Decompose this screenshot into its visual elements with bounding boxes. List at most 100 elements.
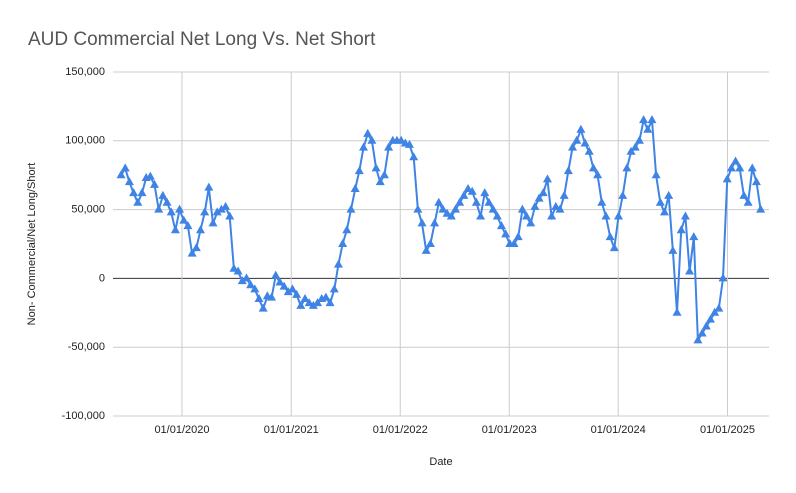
data-point xyxy=(467,186,477,195)
data-point xyxy=(313,298,323,307)
y-tick-label: 0 xyxy=(99,272,105,284)
data-point xyxy=(643,124,653,133)
data-point xyxy=(747,163,757,172)
data-point xyxy=(124,177,134,186)
data-point xyxy=(651,170,661,179)
data-point xyxy=(229,263,239,272)
data-point xyxy=(133,197,143,206)
x-tick-label: 01/01/2021 xyxy=(264,424,319,436)
y-tick-label: 150,000 xyxy=(65,66,105,78)
data-point xyxy=(246,280,256,289)
data-point xyxy=(647,115,657,124)
data-point xyxy=(175,204,185,213)
data-point xyxy=(250,284,260,293)
data-point xyxy=(588,163,598,172)
x-tick-label: 01/01/2020 xyxy=(154,424,209,436)
data-point xyxy=(371,163,381,172)
data-point xyxy=(459,190,469,199)
data-point xyxy=(342,225,352,234)
data-point xyxy=(379,170,389,179)
data-point xyxy=(756,204,766,213)
data-point xyxy=(751,177,761,186)
data-point xyxy=(417,218,427,227)
data-point xyxy=(367,135,377,144)
data-point xyxy=(547,211,557,220)
data-point xyxy=(333,259,343,268)
y-tick-label: -100,000 xyxy=(62,410,105,422)
data-point xyxy=(659,207,669,216)
data-point xyxy=(718,273,728,282)
data-point xyxy=(442,208,452,217)
data-point xyxy=(672,307,682,316)
data-point xyxy=(292,289,302,298)
data-point xyxy=(300,294,310,303)
data-point xyxy=(614,211,624,220)
data-point xyxy=(534,193,544,202)
data-point xyxy=(634,135,644,144)
data-point xyxy=(212,207,222,216)
data-point xyxy=(216,204,226,213)
data-point xyxy=(693,335,703,344)
data-point xyxy=(488,204,498,213)
data-point xyxy=(626,146,636,155)
data-point xyxy=(279,281,289,290)
data-point xyxy=(668,245,678,254)
data-point xyxy=(680,211,690,220)
data-point xyxy=(137,188,147,197)
data-point xyxy=(639,115,649,124)
data-point xyxy=(731,156,741,165)
data-point xyxy=(308,300,318,309)
data-point xyxy=(597,197,607,206)
data-point xyxy=(480,188,490,197)
data-point xyxy=(655,197,665,206)
data-point xyxy=(509,239,519,247)
data-point xyxy=(116,170,126,179)
data-point xyxy=(484,197,494,206)
data-point xyxy=(630,142,640,151)
data-point xyxy=(120,163,130,172)
series-line xyxy=(120,116,762,344)
data-point xyxy=(221,201,231,210)
data-point xyxy=(438,204,448,213)
data-point xyxy=(204,182,214,191)
data-point xyxy=(446,211,456,220)
data-point xyxy=(404,139,414,148)
data-point xyxy=(580,138,590,147)
data-point xyxy=(685,266,695,275)
data-point xyxy=(430,218,440,227)
data-point xyxy=(593,170,603,179)
data-point xyxy=(605,232,615,241)
data-point xyxy=(697,328,707,337)
data-point xyxy=(325,298,335,307)
data-point xyxy=(584,146,594,155)
data-point xyxy=(179,215,189,224)
data-point xyxy=(434,197,444,206)
data-point xyxy=(689,232,699,241)
data-point xyxy=(359,142,369,151)
y-tick-label: 50,000 xyxy=(71,204,105,216)
data-point xyxy=(501,229,511,238)
data-point xyxy=(555,204,565,213)
x-axis-label: Date xyxy=(429,456,452,468)
data-point xyxy=(267,292,277,301)
data-point xyxy=(166,207,176,216)
data-point xyxy=(542,174,552,183)
data-point xyxy=(384,142,394,151)
data-point xyxy=(522,211,532,220)
data-point xyxy=(568,142,578,151)
data-point xyxy=(739,190,749,199)
data-point xyxy=(233,266,243,275)
data-point xyxy=(187,248,197,257)
x-tick-label: 01/01/2025 xyxy=(700,424,755,436)
data-point xyxy=(609,243,619,252)
data-point xyxy=(162,197,172,206)
data-point xyxy=(676,225,686,234)
data-point xyxy=(191,243,201,252)
data-point xyxy=(150,179,160,188)
data-point xyxy=(701,321,711,330)
y-axis-label: Non- Commercial/Net Long/Short xyxy=(26,163,38,326)
data-point xyxy=(517,204,527,213)
data-point xyxy=(350,183,360,192)
chart-title: AUD Commercial Net Long Vs. Net Short xyxy=(28,29,376,50)
data-point xyxy=(463,183,473,192)
